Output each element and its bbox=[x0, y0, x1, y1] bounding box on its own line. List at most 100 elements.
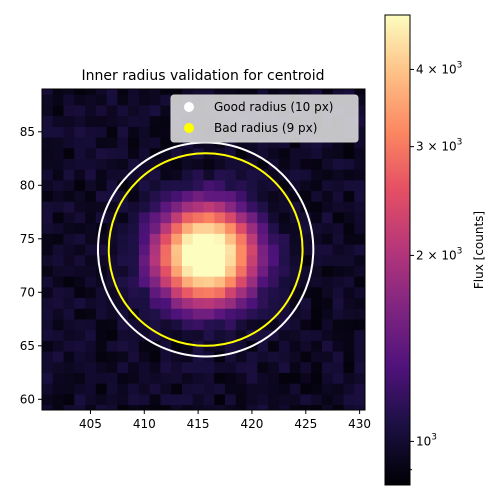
heatmap-pixel bbox=[128, 319, 140, 331]
heatmap-pixel bbox=[106, 351, 118, 363]
heatmap-pixel bbox=[343, 319, 355, 331]
heatmap-pixel bbox=[42, 137, 54, 149]
heatmap-pixel bbox=[149, 372, 161, 384]
heatmap-pixel bbox=[278, 201, 291, 213]
heatmap-pixel bbox=[332, 201, 344, 213]
heatmap-pixel bbox=[332, 254, 344, 266]
heatmap-pixel bbox=[117, 361, 129, 373]
heatmap-pixel bbox=[117, 244, 129, 256]
heatmap-pixel bbox=[52, 233, 64, 245]
heatmap-pixel bbox=[268, 340, 280, 352]
heatmap-pixel bbox=[343, 89, 355, 95]
heatmap-pixel bbox=[311, 147, 323, 159]
heatmap-pixel bbox=[106, 137, 118, 149]
heatmap-pixel bbox=[268, 233, 280, 245]
heatmap-pixel bbox=[181, 254, 194, 266]
heatmap-pixel bbox=[149, 319, 161, 331]
heatmap-pixel bbox=[203, 286, 215, 299]
heatmap-pixel bbox=[42, 351, 54, 363]
heatmap-pixel bbox=[63, 319, 75, 331]
legend-marker-bad bbox=[184, 123, 194, 133]
heatmap-pixel bbox=[311, 158, 323, 170]
heatmap-pixel bbox=[63, 158, 75, 170]
heatmap-pixel bbox=[311, 297, 323, 309]
heatmap-pixel bbox=[63, 404, 75, 410]
heatmap-pixel bbox=[311, 404, 323, 410]
heatmap-pixel bbox=[160, 404, 172, 410]
heatmap-pixel bbox=[332, 308, 344, 320]
heatmap-pixel bbox=[160, 351, 172, 363]
heatmap-pixel bbox=[289, 254, 301, 266]
heatmap-pixel bbox=[257, 169, 269, 181]
heatmap-pixel bbox=[42, 201, 54, 213]
heatmap-pixel bbox=[171, 340, 183, 352]
heatmap-pixel bbox=[235, 361, 247, 373]
heatmap-pixel bbox=[321, 265, 334, 277]
colorbar-tick-label: 4 × 103 bbox=[416, 60, 462, 76]
heatmap-pixel bbox=[181, 372, 194, 384]
heatmap-pixel bbox=[332, 212, 344, 224]
heatmap-pixel bbox=[321, 137, 334, 149]
heatmap-pixel bbox=[321, 233, 334, 245]
heatmap-pixel bbox=[181, 340, 194, 352]
heatmap-pixel bbox=[63, 297, 75, 309]
heatmap-pixel bbox=[214, 404, 226, 410]
heatmap-pixel bbox=[117, 179, 129, 192]
heatmap-pixel bbox=[106, 201, 118, 213]
heatmap-pixel bbox=[311, 169, 323, 181]
heatmap-pixel bbox=[289, 244, 301, 256]
heatmap-pixel bbox=[128, 276, 140, 288]
heatmap-pixel bbox=[117, 308, 129, 320]
heatmap-pixel bbox=[149, 383, 161, 395]
heatmap-pixel bbox=[42, 115, 54, 127]
heatmap-pixel bbox=[214, 340, 226, 352]
heatmap-pixel bbox=[332, 340, 344, 352]
heatmap-pixel bbox=[63, 276, 75, 288]
heatmap-pixel bbox=[42, 265, 54, 277]
heatmap-pixel bbox=[42, 361, 54, 373]
heatmap-pixel bbox=[128, 233, 140, 245]
heatmap-pixel bbox=[343, 212, 355, 224]
heatmap-pixel bbox=[203, 393, 215, 406]
heatmap-pixel bbox=[235, 244, 247, 256]
heatmap-pixel bbox=[300, 169, 312, 181]
heatmap-pixel bbox=[354, 233, 365, 245]
heatmap-pixel bbox=[246, 179, 258, 192]
heatmap-pixel bbox=[85, 383, 97, 395]
heatmap-pixel bbox=[85, 286, 97, 299]
heatmap-pixel bbox=[192, 393, 204, 406]
heatmap-pixel bbox=[246, 297, 258, 309]
heatmap-pixel bbox=[160, 383, 172, 395]
heatmap-pixel bbox=[138, 286, 151, 299]
heatmap-pixel bbox=[171, 137, 183, 149]
heatmap-pixel bbox=[149, 222, 161, 234]
heatmap-pixel bbox=[203, 169, 215, 181]
heatmap-pixel bbox=[332, 265, 344, 277]
heatmap-pixel bbox=[289, 222, 301, 234]
heatmap-pixel bbox=[246, 372, 258, 384]
heatmap-pixel bbox=[181, 190, 194, 202]
heatmap-pixel bbox=[354, 158, 365, 170]
heatmap-pixel bbox=[106, 244, 118, 256]
heatmap-pixel bbox=[332, 158, 344, 170]
heatmap-pixel bbox=[160, 361, 172, 373]
heatmap-pixel bbox=[74, 383, 86, 395]
heatmap-pixel bbox=[128, 158, 140, 170]
heatmap-pixel bbox=[138, 265, 151, 277]
heatmap-pixel bbox=[42, 372, 54, 384]
heatmap-pixel bbox=[85, 190, 97, 202]
heatmap-pixel bbox=[343, 329, 355, 341]
heatmap-pixel bbox=[203, 233, 215, 245]
heatmap-pixel bbox=[343, 404, 355, 410]
heatmap-pixel bbox=[149, 361, 161, 373]
heatmap-pixel bbox=[332, 361, 344, 373]
heatmap-pixel bbox=[268, 179, 280, 192]
heatmap-pixel bbox=[181, 265, 194, 277]
heatmap-pixel bbox=[311, 340, 323, 352]
heatmap-pixel bbox=[149, 308, 161, 320]
heatmap-pixel bbox=[225, 212, 237, 224]
heatmap-pixel bbox=[106, 372, 118, 384]
heatmap-pixel bbox=[192, 383, 204, 395]
heatmap-pixel bbox=[106, 276, 118, 288]
heatmap-pixel bbox=[300, 179, 312, 192]
